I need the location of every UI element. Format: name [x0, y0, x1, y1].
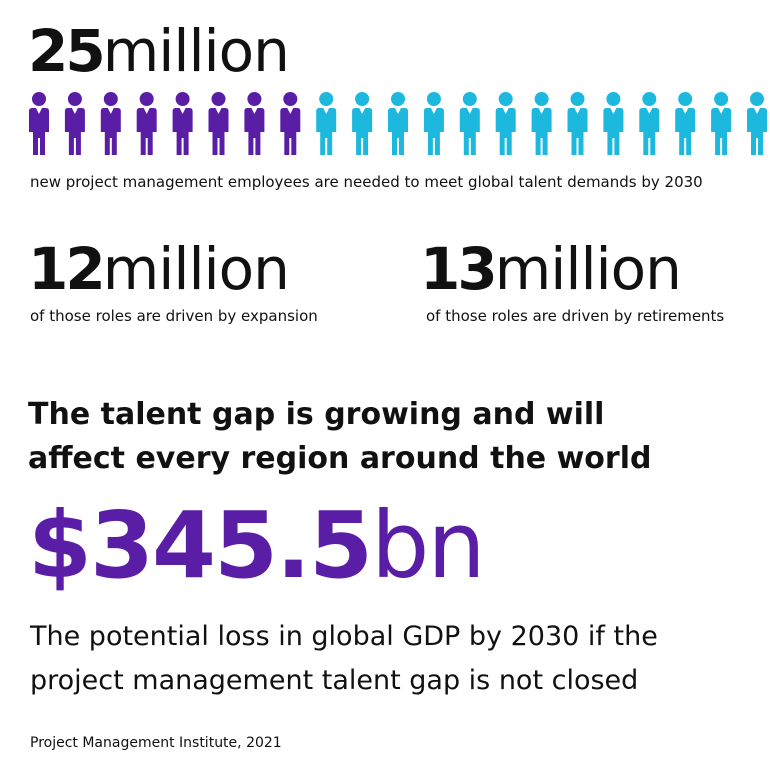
stat-number: 12 [28, 235, 106, 303]
stat-unit: million [494, 235, 682, 303]
stat-figure: 12million [28, 240, 290, 298]
highlight-unit: bn [371, 492, 486, 599]
person-icon [100, 92, 121, 155]
person-icon [352, 92, 373, 155]
person-icon [603, 92, 624, 155]
person-icon [29, 92, 49, 155]
heading: The talent gap is growing and will affec… [28, 397, 652, 476]
person-icon [316, 92, 337, 155]
highlight-figure: $345.5bn [28, 500, 486, 592]
person-icon [136, 92, 157, 155]
person-icon [172, 92, 193, 155]
person-icon [423, 92, 444, 155]
stat-unit: million [102, 235, 290, 303]
person-icon [495, 92, 516, 155]
person-icon [244, 92, 265, 155]
person-icon [639, 92, 660, 155]
person-icon [711, 92, 732, 155]
source: Project Management Institute, 2021 [30, 735, 282, 751]
stat-caption: of those roles are driven by expansion [30, 307, 318, 325]
person-icon [531, 92, 552, 155]
stat-figure: 13million [420, 240, 682, 298]
stat-number: 13 [420, 235, 498, 303]
person-icon [747, 92, 767, 155]
people-icons [29, 92, 767, 155]
headline-figure: 25million [28, 22, 290, 80]
headline-number: 25 [28, 17, 106, 85]
headline-unit: million [102, 17, 290, 85]
headline-caption: new project management employees are nee… [30, 173, 703, 191]
person-icon [64, 92, 85, 155]
stat-caption: of those roles are driven by retirements [426, 307, 725, 325]
person-icon [675, 92, 696, 155]
person-icon [388, 92, 408, 155]
person-icon [280, 92, 301, 155]
person-icon [459, 92, 480, 155]
highlight-caption: The potential loss in global GDP by 2030… [30, 621, 658, 696]
person-icon [567, 92, 588, 155]
person-icon [208, 92, 229, 155]
highlight-number: $345.5 [28, 492, 373, 599]
